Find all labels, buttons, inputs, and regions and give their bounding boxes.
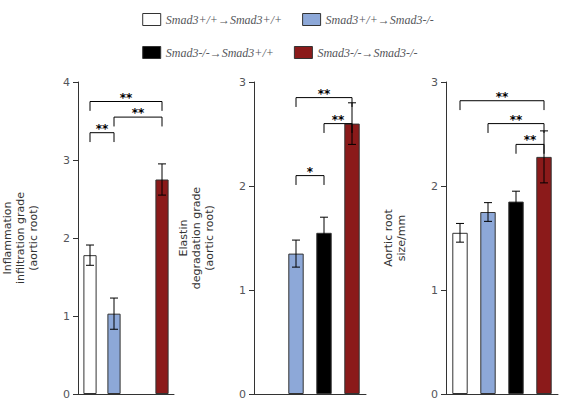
svg-text:1: 1 xyxy=(63,310,70,323)
svg-text:Inflammation: Inflammation xyxy=(1,201,14,274)
svg-text:Smad3-/-→Smad3+/+: Smad3-/-→Smad3+/+ xyxy=(166,46,274,60)
svg-text:**: ** xyxy=(318,87,331,101)
svg-text:infiltration grade: infiltration grade xyxy=(14,192,27,284)
svg-text:2: 2 xyxy=(431,180,438,193)
svg-text:**: ** xyxy=(96,122,109,136)
svg-text:**: ** xyxy=(524,133,537,147)
svg-text:3: 3 xyxy=(431,76,438,89)
svg-text:1: 1 xyxy=(431,284,438,297)
svg-text:Smad3-/-→Smad3-/-: Smad3-/-→Smad3-/- xyxy=(317,46,417,60)
svg-text:4: 4 xyxy=(63,76,70,89)
svg-text:0: 0 xyxy=(63,388,70,401)
svg-text:**: ** xyxy=(120,91,133,105)
svg-text:size/mm: size/mm xyxy=(395,215,408,261)
svg-text:*: * xyxy=(307,165,314,179)
svg-text:Elastin: Elastin xyxy=(177,220,190,257)
svg-text:2: 2 xyxy=(239,180,246,193)
svg-text:(aortic root): (aortic root) xyxy=(203,205,216,271)
svg-text:degradation grade: degradation grade xyxy=(190,187,203,290)
svg-text:**: ** xyxy=(496,90,509,104)
svg-text:Smad3+/+→Smad3+/+: Smad3+/+→Smad3+/+ xyxy=(166,13,282,27)
svg-text:**: ** xyxy=(132,106,145,120)
svg-text:3: 3 xyxy=(63,154,70,167)
svg-text:**: ** xyxy=(510,113,523,127)
svg-text:0: 0 xyxy=(431,388,438,401)
svg-text:Aortic root: Aortic root xyxy=(382,209,395,267)
svg-text:0: 0 xyxy=(239,388,246,401)
svg-text:Smad3+/+→Smad3-/-: Smad3+/+→Smad3-/- xyxy=(326,13,434,27)
svg-text:(aortic root): (aortic root) xyxy=(27,205,40,271)
svg-text:2: 2 xyxy=(63,232,70,245)
svg-text:1: 1 xyxy=(239,284,246,297)
svg-text:**: ** xyxy=(332,113,345,127)
svg-text:3: 3 xyxy=(239,76,246,89)
